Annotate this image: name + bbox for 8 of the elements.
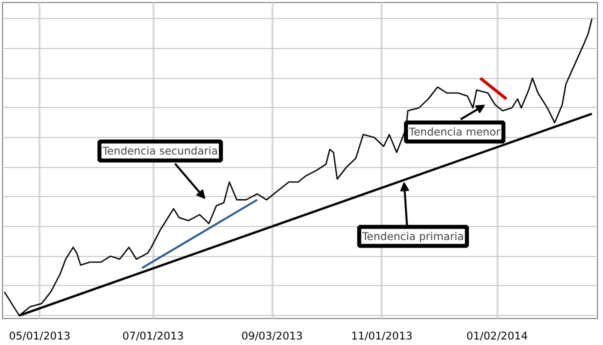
annotation: Tendencia primaria [361, 230, 464, 243]
x-tick-label: 01/02/2014 [466, 330, 528, 342]
x-tick-label: 11/01/2013 [351, 330, 413, 342]
x-tick-label: 09/03/2013 [241, 330, 303, 342]
annotation: Tendencia secundaria [101, 144, 218, 158]
x-tick-label: 05/01/2013 [8, 330, 70, 342]
annotation: Tendencia menor [408, 126, 502, 139]
x-tick-label: 07/01/2013 [122, 330, 184, 342]
